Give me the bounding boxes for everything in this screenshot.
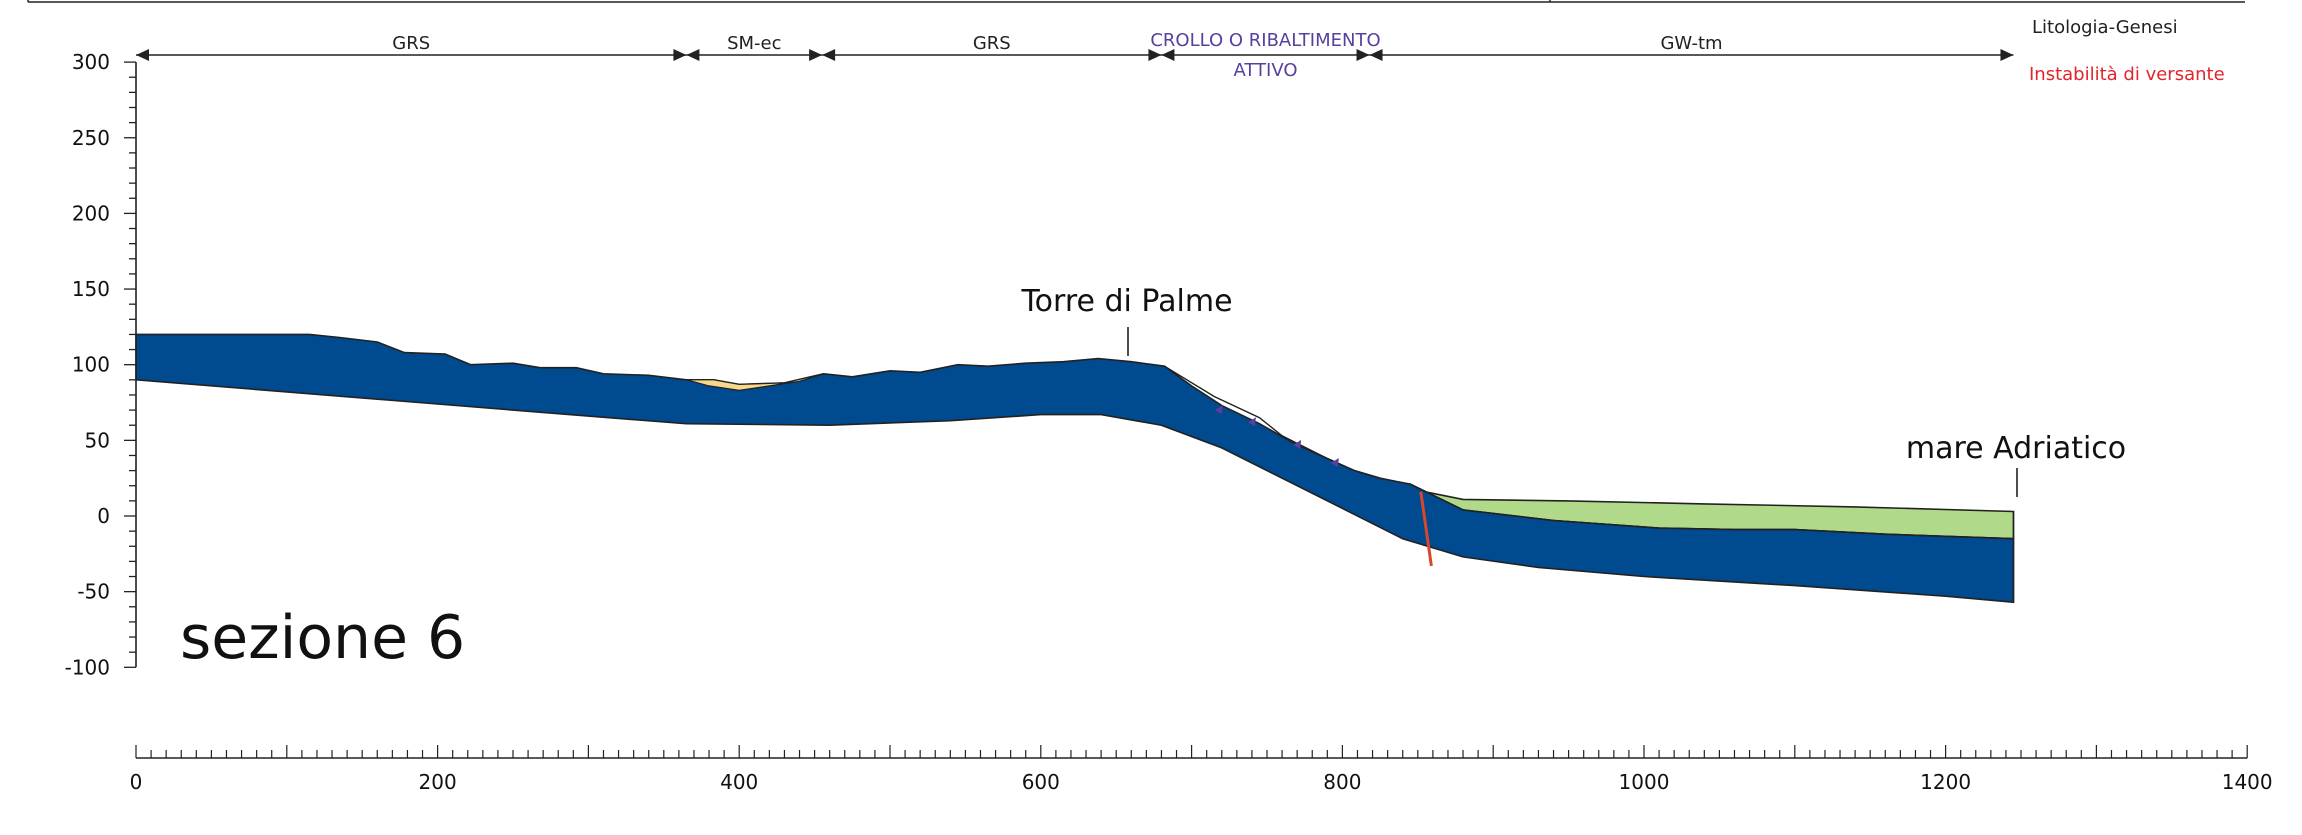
y-tick-label: -50 — [77, 580, 110, 604]
zone-label: GRS — [973, 33, 1011, 54]
zone-arrow-right — [1148, 49, 1162, 61]
bedrock-layer — [135, 333, 2015, 604]
gw-tm-base-line — [1409, 483, 2014, 540]
zone-label: GRS — [392, 33, 430, 54]
x-tick-label: 1200 — [1920, 770, 1971, 794]
y-tick-label: 250 — [72, 126, 110, 150]
zone-label: ATTIVO — [1233, 60, 1297, 81]
zone-arrow-left — [686, 49, 700, 61]
zone-arrow-left — [1369, 49, 1383, 61]
zone-arrow-right — [2000, 49, 2014, 61]
zone-brackets: GRS SM-ec GRS CROLLO O RIBALTIMENTO ATTIVO GW… — [136, 30, 2014, 81]
y-tick-label: 0 — [97, 504, 110, 528]
collapse-arrow-mark — [1293, 439, 1302, 449]
legend-litologia: Litologia-Genesi — [2032, 17, 2178, 38]
section-title: sezione 6 — [180, 603, 465, 673]
zone-arrow-right — [809, 49, 823, 61]
y-tick-label: 50 — [85, 428, 110, 452]
geology-layers — [135, 333, 2015, 604]
x-tick-label: 400 — [720, 770, 758, 794]
y-tick-label: 300 — [72, 50, 110, 74]
collapse-arrow-mark — [1330, 458, 1339, 468]
x-tick-label: 600 — [1022, 770, 1060, 794]
sand-lens-layer — [686, 373, 824, 392]
y-tick-label: -100 — [65, 655, 110, 679]
zone-label: CROLLO O RIBALTIMENTO — [1150, 30, 1380, 51]
collapse-arrow-mark — [1247, 417, 1256, 427]
torre-di-palme-label: Torre di Palme — [1020, 284, 1232, 319]
x-tick-label: 800 — [1323, 770, 1361, 794]
mare-adriatico-label: mare Adriatico — [1906, 431, 2126, 466]
y-tick-label: 150 — [72, 277, 110, 301]
legend-instabilita: Instabilità di versante — [2029, 64, 2225, 85]
y-axis: 300 250 200 150 100 50 0 -50 -100 — [65, 50, 137, 679]
landslide-envelope-line — [1164, 365, 1381, 479]
zone-arrow-left — [822, 49, 836, 61]
collapse-arrow-mark — [1214, 405, 1223, 415]
zone-arrow-left — [136, 49, 149, 61]
fault-line — [1419, 491, 1433, 567]
zone-arrow-right — [1356, 49, 1370, 61]
y-tick-label: 100 — [72, 353, 110, 377]
x-tick-label: 1400 — [2222, 770, 2273, 794]
x-tick-label: 1000 — [1619, 770, 1670, 794]
zone-label: GW-tm — [1660, 33, 1722, 54]
y-tick-label: 200 — [72, 201, 110, 225]
zone-arrow-right — [673, 49, 687, 61]
zone-label: SM-ec — [727, 33, 781, 54]
x-axis: 0 200 400 600 800 1000 1200 1400 — [130, 745, 2273, 794]
collapse-arrows — [1214, 405, 1339, 468]
zone-arrow-left — [1161, 49, 1175, 61]
x-tick-label: 0 — [130, 770, 143, 794]
x-tick-label: 200 — [419, 770, 457, 794]
